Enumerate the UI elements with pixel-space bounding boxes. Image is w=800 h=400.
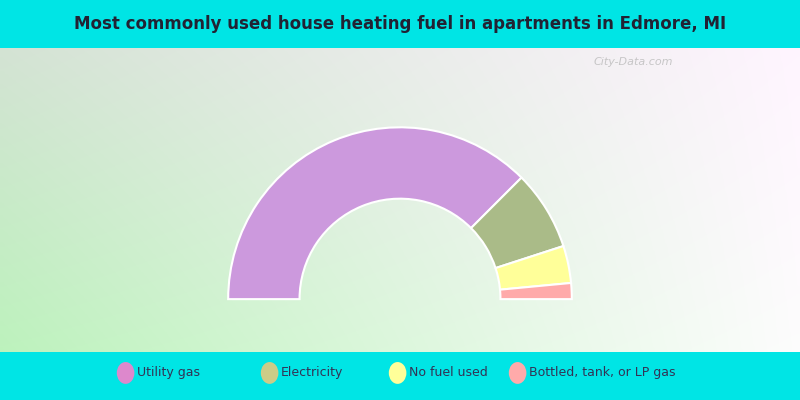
Text: City-Data.com: City-Data.com xyxy=(594,57,674,67)
Ellipse shape xyxy=(261,362,278,384)
Text: Most commonly used house heating fuel in apartments in Edmore, MI: Most commonly used house heating fuel in… xyxy=(74,15,726,33)
Text: Electricity: Electricity xyxy=(281,366,343,380)
Text: No fuel used: No fuel used xyxy=(409,366,487,380)
Text: Utility gas: Utility gas xyxy=(137,366,200,380)
Ellipse shape xyxy=(509,362,526,384)
Wedge shape xyxy=(495,246,571,290)
Ellipse shape xyxy=(117,362,134,384)
Wedge shape xyxy=(471,178,563,268)
Wedge shape xyxy=(500,283,572,299)
Wedge shape xyxy=(228,127,522,299)
Text: Bottled, tank, or LP gas: Bottled, tank, or LP gas xyxy=(529,366,675,380)
Ellipse shape xyxy=(389,362,406,384)
